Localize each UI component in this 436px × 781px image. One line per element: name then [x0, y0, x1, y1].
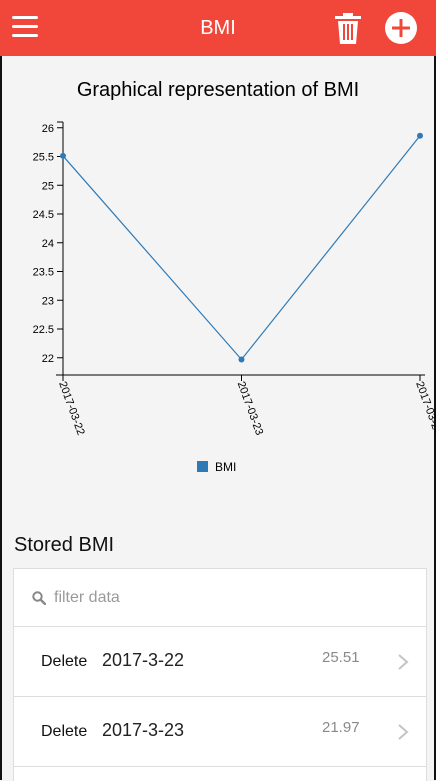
legend-label: BMI: [215, 460, 236, 474]
row-bmi-value: 25.51: [322, 649, 360, 666]
y-tick-label: 24: [42, 238, 54, 250]
y-tick-label: 23.5: [33, 267, 54, 279]
list-item[interactable]: Delete 2017-3-22 25.51: [14, 627, 426, 697]
delete-button[interactable]: Delete: [41, 653, 88, 670]
filter-bar: [14, 569, 426, 627]
filter-input[interactable]: [52, 587, 356, 608]
trash-icon[interactable]: [334, 13, 362, 45]
legend-swatch: [197, 461, 208, 472]
y-tick-label: 24.5: [33, 209, 54, 221]
window-edge-left: [0, 0, 2, 780]
y-tick-label: 23: [42, 295, 54, 307]
y-tick-label: 22.5: [33, 324, 54, 336]
top-app-bar: BMI: [0, 0, 436, 56]
data-point: [238, 356, 245, 363]
series-line: [62, 135, 421, 361]
data-point: [417, 132, 423, 139]
delete-button[interactable]: Delete: [41, 723, 88, 740]
chart-title: Graphical representation of BMI: [76, 79, 360, 101]
y-tick-label: 25.5: [33, 152, 54, 164]
menu-icon[interactable]: [12, 16, 38, 38]
row-date: 2017-3-23: [102, 720, 185, 740]
search-icon: [32, 590, 46, 605]
x-tick-label: 2017-03-22: [56, 380, 87, 437]
chevron-right-icon[interactable]: [396, 653, 410, 671]
row-date: 2017-3-22: [102, 650, 185, 670]
app-title: BMI: [200, 16, 236, 39]
add-icon[interactable]: [385, 12, 417, 44]
y-tick-label: 22: [42, 353, 54, 365]
y-tick-label: 26: [42, 123, 54, 135]
data-point: [60, 152, 66, 159]
window-edge-right: [434, 0, 436, 780]
stored-bmi-heading: Stored BMI: [14, 534, 115, 556]
y-tick-label: 25: [42, 180, 54, 192]
list-item[interactable]: Delete 2017-3-23 21.97: [14, 697, 426, 767]
bmi-line-chart: 22 22.5 23 23.5 24 24.5 25 25.5 26 2017-03-22 2017…: [33, 121, 436, 474]
row-bmi-value: 21.97: [322, 719, 360, 736]
chevron-right-icon[interactable]: [396, 723, 410, 741]
x-tick-label: 2017-03-24: [413, 380, 436, 437]
stored-bmi-list: Delete 2017-3-22 25.51 Delete 2017-3-23 …: [13, 568, 427, 781]
x-tick-label: 2017-03-23: [235, 380, 266, 437]
